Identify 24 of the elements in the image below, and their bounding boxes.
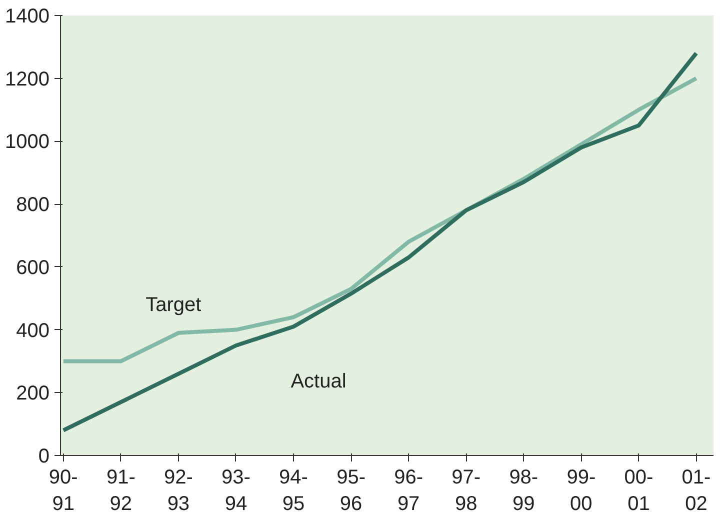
x-tick-label: 91- 92 [106,466,136,515]
x-tick-label: 01- 02 [682,466,711,515]
x-tick-label: 90- 91 [48,466,78,515]
x-tick-label: 96- 97 [394,466,424,515]
x-tick-label: 92- 93 [164,466,193,515]
x-tick-label: 94- 95 [279,466,308,515]
y-tick-label: 1400 [5,6,50,28]
y-tick-label: 400 [16,320,50,342]
series-label: Target [146,294,202,316]
y-tick-label: 600 [16,256,50,279]
line-series [61,76,698,364]
x-tick-label: 97- 98 [452,466,481,515]
y-tick-label: 800 [16,194,50,216]
x-tick-label: 98- 99 [509,466,538,515]
x-tick-label: 00- 01 [624,466,654,515]
y-tick-label: 1200 [5,68,50,90]
x-tick-label: 99- 00 [566,466,596,515]
line-series [61,51,698,432]
y-tick-label: 200 [16,382,50,405]
y-tick-label: 0 [38,446,50,468]
x-tick-label: 95- 96 [336,466,366,515]
text: Actual [290,370,346,393]
x-tick-label: 93- 94 [222,466,250,515]
y-tick-label: 1000 [5,131,50,154]
